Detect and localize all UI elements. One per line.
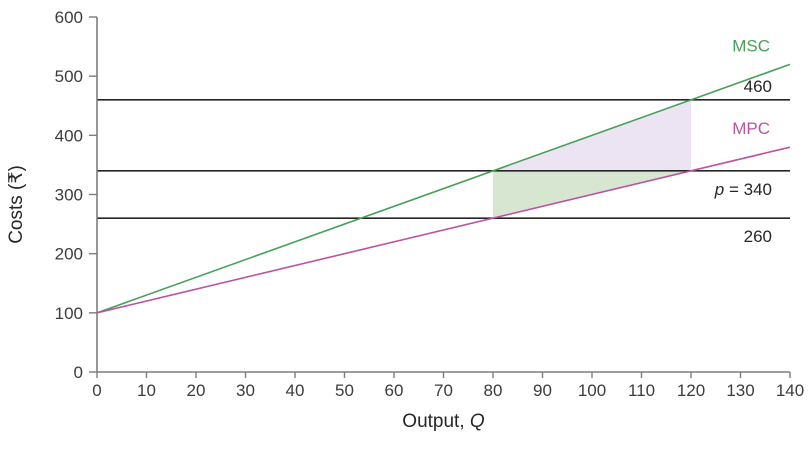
x-tick-label: 60 bbox=[385, 381, 404, 400]
x-tick-label: 20 bbox=[187, 381, 206, 400]
x-tick-label: 40 bbox=[286, 381, 305, 400]
msc-label: MSC bbox=[732, 36, 770, 55]
x-tick-label: 130 bbox=[726, 381, 754, 400]
x-tick-label: 80 bbox=[484, 381, 503, 400]
y-tick-label: 600 bbox=[55, 8, 83, 27]
x-tick-label: 110 bbox=[628, 381, 655, 400]
mpc-line bbox=[96, 146, 791, 314]
y-tick-label: 500 bbox=[55, 67, 83, 86]
y-tick-label: 0 bbox=[74, 363, 83, 382]
y-axis-title: Costs (₹) bbox=[6, 165, 27, 244]
x-tick-label: 50 bbox=[335, 381, 354, 400]
mpc-label: MPC bbox=[732, 119, 770, 138]
y-tick-label: 400 bbox=[55, 126, 83, 145]
hline-price-label: p = 340 bbox=[714, 180, 772, 199]
x-tick-label: 90 bbox=[533, 381, 552, 400]
x-tick-label: 140 bbox=[776, 381, 804, 400]
x-tick-label: 30 bbox=[236, 381, 255, 400]
y-tick-label: 200 bbox=[55, 245, 83, 264]
y-tick-label: 300 bbox=[55, 186, 83, 205]
hline-460-label: 460 bbox=[744, 77, 772, 96]
x-tick-label: 10 bbox=[137, 381, 156, 400]
hline-260-label: 260 bbox=[744, 227, 772, 246]
y-tick-label: 100 bbox=[55, 304, 83, 323]
x-tick-label: 100 bbox=[578, 381, 606, 400]
msc-line bbox=[96, 63, 791, 314]
x-tick-label: 0 bbox=[92, 381, 101, 400]
x-tick-label: 70 bbox=[434, 381, 453, 400]
x-tick-label: 120 bbox=[677, 381, 705, 400]
x-axis-title: Output, Q bbox=[402, 411, 485, 432]
